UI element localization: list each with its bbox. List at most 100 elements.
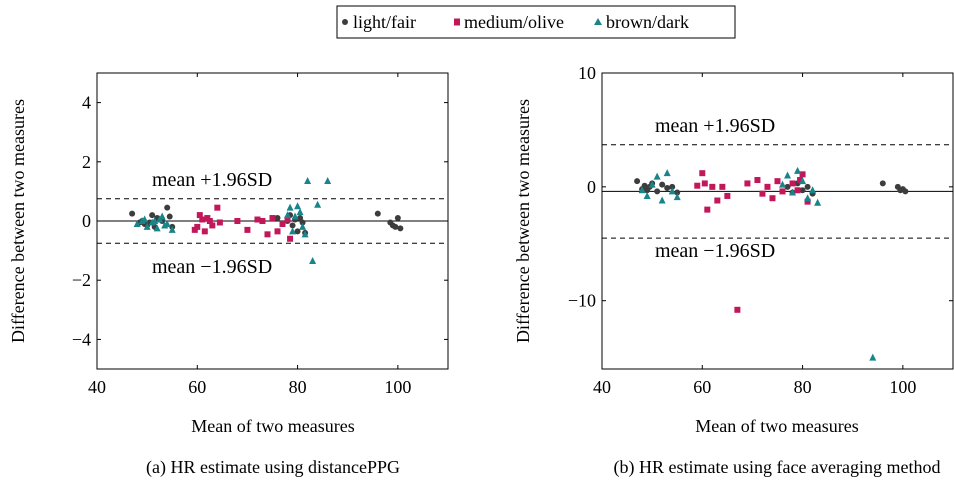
- panel-a-point-brown-dark: [304, 177, 312, 185]
- panel-a-points: [129, 177, 404, 264]
- panel-b-point-brown-dark: [643, 191, 651, 199]
- panel-b-xlabel: Mean of two measures: [695, 416, 858, 436]
- panel-a-point-light-fair: [294, 228, 301, 235]
- panel-b-point-medium-olive: [701, 180, 708, 187]
- legend-frame: [336, 5, 736, 39]
- panel-a-point-medium-olive: [284, 216, 291, 223]
- panel-b-point-light-fair: [669, 183, 676, 190]
- panel-b-caption: (b) HR estimate using face averaging met…: [614, 457, 941, 478]
- panel-a-point-medium-olive: [259, 218, 266, 224]
- panel-b-point-light-fair: [674, 189, 681, 196]
- panel-a-point-brown-dark: [158, 212, 166, 220]
- legend-medium-olive-marker: [454, 18, 460, 26]
- panel-a-lower-loa-label: mean −1.96SD: [152, 256, 272, 278]
- panel-b-point-medium-olive: [774, 178, 781, 185]
- panel-b-point-brown-dark: [794, 166, 802, 174]
- panel-a-xtick-label: 60: [188, 377, 206, 397]
- panel-b-point-medium-olive: [714, 197, 721, 204]
- panel-b: 40 60 80 100 −10 0 10 mean +1.96SD mean −1.96S…: [513, 63, 954, 478]
- panel-b-point-medium-olive: [799, 171, 806, 178]
- panel-a-point-light-fair: [149, 212, 156, 219]
- panel-a-point-brown-dark: [296, 208, 304, 216]
- panel-b-point-medium-olive: [724, 192, 731, 199]
- panel-a-point-light-fair: [392, 223, 399, 230]
- panel-b-point-brown-dark: [653, 172, 661, 180]
- panel-b-point-brown-dark: [779, 180, 787, 188]
- panel-b-point-medium-olive: [789, 180, 796, 187]
- panel-b-point-brown-dark: [673, 193, 681, 201]
- panel-a-point-medium-olive: [269, 215, 276, 222]
- panel-a-point-brown-dark: [284, 211, 292, 219]
- panel-a-point-brown-dark: [133, 219, 141, 227]
- panel-a-point-light-fair: [394, 215, 401, 222]
- panel-a-caption: (a) HR estimate using distancePPG: [146, 457, 400, 478]
- panel-b-points: [634, 166, 909, 361]
- panel-a-xtick-label: 80: [289, 377, 307, 397]
- legend-brown-dark-marker: [594, 18, 602, 25]
- panel-a-ytick-label: −4: [72, 329, 91, 349]
- panel-b-point-light-fair: [799, 187, 806, 194]
- panel-a-ytick-label: 2: [82, 152, 91, 172]
- panel-b-point-brown-dark: [809, 186, 817, 194]
- panel-a-point-medium-olive: [206, 218, 213, 224]
- panel-a-point-medium-olive: [287, 235, 294, 242]
- legend-medium-olive-label: medium/olive: [464, 12, 564, 32]
- panel-a-point-brown-dark: [141, 215, 149, 223]
- panel-b-point-light-fair: [634, 178, 641, 185]
- panel-a-point-brown-dark: [291, 212, 299, 220]
- panel-b-point-brown-dark: [784, 171, 792, 179]
- panel-b-point-medium-olive: [704, 206, 711, 213]
- panel-b-point-brown-dark: [663, 169, 671, 177]
- panel-b-point-brown-dark: [638, 186, 646, 194]
- panel-a-xtick-label: 40: [88, 377, 106, 397]
- panel-b-point-medium-olive: [694, 182, 701, 189]
- panel-a-ytick-label: 4: [82, 93, 91, 113]
- panel-a-ytick-label: 0: [82, 211, 91, 231]
- panel-b-xtick-label: 40: [593, 377, 611, 397]
- panel-a: 40 60 80 100 −4 −2 0 2 4 mean +1.96SD mean −1.96…: [8, 72, 449, 478]
- panel-b-point-light-fair: [654, 188, 661, 195]
- panel-a-point-medium-olive: [234, 218, 241, 224]
- panel-b-lower-loa-label: mean −1.96SD: [655, 240, 775, 262]
- panel-a-point-medium-olive: [209, 222, 216, 229]
- panel-a-point-medium-olive: [254, 216, 261, 223]
- panel-b-point-medium-olive: [699, 170, 706, 177]
- panel-b-point-medium-olive: [754, 177, 761, 184]
- panel-a-point-brown-dark: [163, 219, 171, 227]
- panel-b-point-brown-dark: [648, 180, 656, 188]
- panel-a-point-light-fair: [289, 222, 296, 229]
- panel-b-point-brown-dark: [668, 187, 676, 195]
- legend-light-fair-marker: [342, 19, 348, 25]
- panel-b-point-light-fair: [659, 181, 666, 188]
- panel-b-point-brown-dark: [799, 177, 807, 185]
- panel-b-point-medium-olive: [719, 183, 726, 190]
- panel-a-point-light-fair: [374, 210, 381, 217]
- panel-a-point-medium-olive: [214, 204, 221, 211]
- panel-b-point-medium-olive: [759, 190, 766, 197]
- panel-a-point-brown-dark: [168, 225, 176, 233]
- panel-a-ytick-label: −2: [72, 270, 91, 290]
- panel-b-point-light-fair: [804, 183, 811, 190]
- panel-a-point-light-fair: [129, 210, 136, 217]
- panel-b-point-medium-olive: [779, 188, 786, 195]
- panel-a-xlabel: Mean of two measures: [191, 416, 354, 436]
- panel-a-point-light-fair: [274, 215, 281, 222]
- panel-b-point-light-fair: [879, 180, 886, 187]
- panel-b-point-light-fair: [664, 184, 671, 191]
- panel-b-point-medium-olive: [734, 306, 741, 313]
- panel-b-ytick-label: 0: [587, 177, 596, 197]
- panel-a-point-brown-dark: [309, 256, 317, 264]
- panel-a-point-light-fair: [164, 204, 171, 211]
- panel-b-point-brown-dark: [658, 196, 666, 204]
- panel-a-axes: 40 60 80 100 −4 −2 0 2 4: [72, 73, 448, 397]
- panel-b-ytick-label: 10: [578, 63, 596, 83]
- legend-light-fair-label: light/fair: [353, 12, 416, 32]
- panel-b-point-brown-dark: [804, 194, 812, 202]
- panel-a-point-brown-dark: [143, 222, 151, 230]
- panel-b-point-medium-olive: [744, 180, 751, 187]
- panel-a-ylabel: Difference between two measures: [8, 99, 28, 343]
- panel-a-point-medium-olive: [216, 219, 223, 226]
- panel-b-lines: [602, 144, 953, 239]
